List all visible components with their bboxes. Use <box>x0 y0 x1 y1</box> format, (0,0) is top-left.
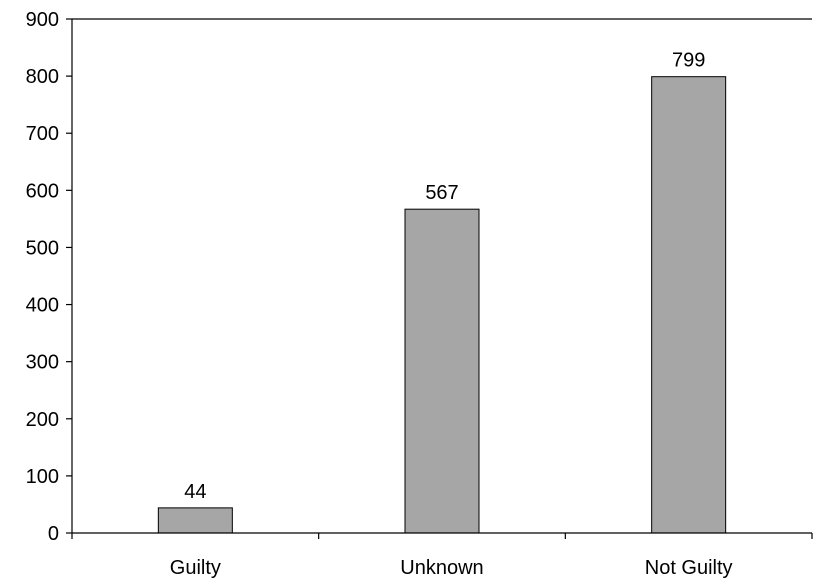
y-tick-label: 700 <box>26 123 59 145</box>
data-label: 44 <box>184 481 206 503</box>
bar-series <box>157 76 727 534</box>
x-axis-tick-marks <box>71 533 813 539</box>
y-tick-label: 200 <box>26 409 59 431</box>
y-tick-label: 600 <box>26 180 59 202</box>
category-label: Not Guilty <box>645 557 733 579</box>
category-label: Unknown <box>400 557 483 579</box>
y-tick-label: 300 <box>26 352 59 374</box>
category-label: Guilty <box>170 557 221 579</box>
data-label: 799 <box>672 50 705 72</box>
bar-not-guilty <box>651 76 727 534</box>
bar-guilty <box>157 507 233 534</box>
data-label: 567 <box>425 182 458 204</box>
y-axis-tick-marks <box>66 18 72 534</box>
y-axis-tick-labels: 0 100 200 300 400 500 600 700 800 900 <box>26 9 59 545</box>
y-tick-label: 900 <box>26 9 59 31</box>
data-labels: 44 567 799 <box>184 50 705 503</box>
y-tick-label: 800 <box>26 66 59 88</box>
y-tick-label: 100 <box>26 466 59 488</box>
y-tick-label: 500 <box>26 237 59 259</box>
y-tick-label: 400 <box>26 295 59 317</box>
bar-unknown <box>404 208 480 534</box>
y-tick-label: 0 <box>48 523 59 545</box>
x-axis-category-labels: Guilty Unknown Not Guilty <box>170 557 733 579</box>
